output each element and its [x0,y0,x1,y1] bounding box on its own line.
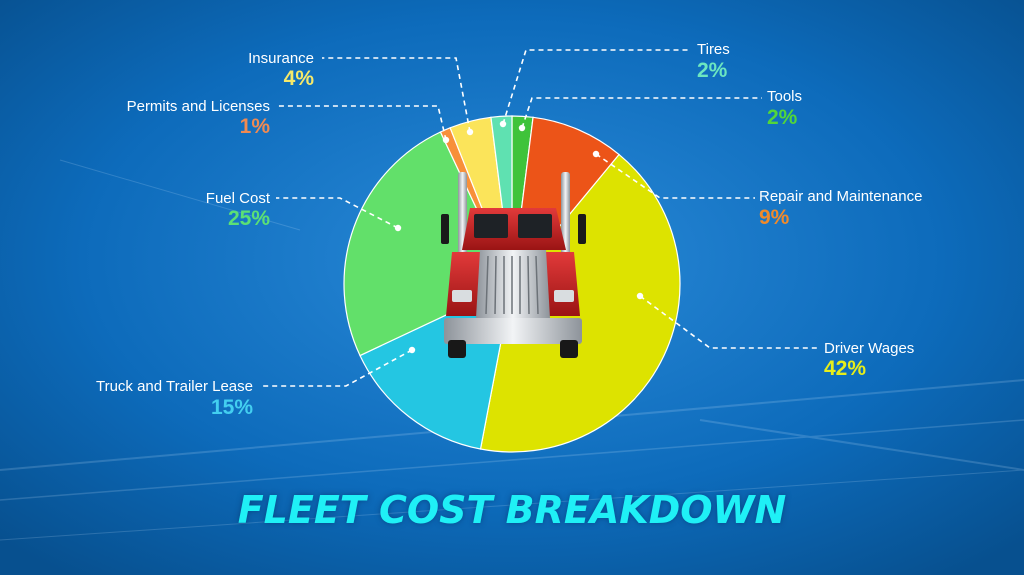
value-tools: 2% [767,106,798,129]
label-driver-wages: Driver Wages [824,340,915,357]
leader-fuel-cost [276,197,399,229]
value-insurance: 4% [283,67,314,90]
value-permits-and-licenses: 1% [239,115,270,138]
value-driver-wages: 42% [824,357,867,380]
semi-truck-front-icon [441,172,586,358]
leader-truck-and-trailer-lease [260,349,413,387]
leader-insurance [322,57,471,133]
label-tools: Tools [767,88,803,105]
chart-title: FLEET COST BREAKDOWN [237,488,787,532]
leader-dot-insurance [466,128,474,136]
leader-dot-tools [518,124,526,132]
label-permits-and-licenses: Permits and Licenses [126,98,270,115]
leader-dot-permits-and-licenses [442,136,450,144]
leader-dot-fuel-cost [394,224,402,232]
value-truck-and-trailer-lease: 15% [210,396,253,419]
leader-dot-driver-wages [636,292,644,300]
label-insurance: Insurance [248,50,314,67]
label-truck-and-trailer-lease: Truck and Trailer Lease [95,378,253,395]
leader-permits-and-licenses [278,105,447,141]
leader-dot-repair-and-maintenance [592,150,600,158]
leader-tools [521,97,762,129]
value-repair-and-maintenance: 9% [759,206,790,229]
value-tires: 2% [697,59,728,82]
leader-dot-tires [499,120,507,128]
slice-driver-wages [479,153,681,453]
leader-driver-wages [639,295,818,349]
label-fuel-cost: Fuel Cost [205,190,270,207]
leader-lines [260,49,818,387]
leader-dot-truck-and-trailer-lease [408,346,416,354]
value-fuel-cost: 25% [227,207,270,230]
label-repair-and-maintenance: Repair and Maintenance [759,188,923,205]
label-tires: Tires [697,41,730,58]
